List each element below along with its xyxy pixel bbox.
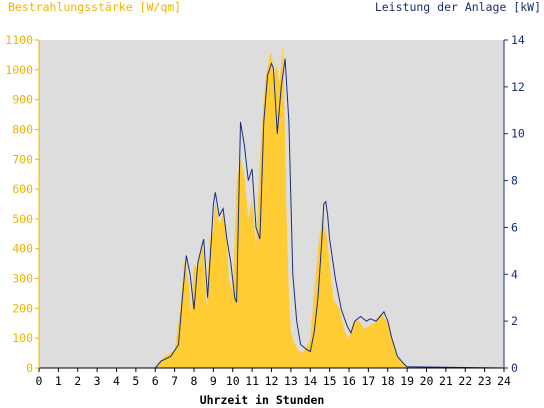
x-tick-label: 24 — [497, 374, 511, 388]
x-tick-label: 3 — [94, 374, 101, 388]
x-tick-label: 19 — [400, 374, 414, 388]
x-tick-label: 20 — [420, 374, 434, 388]
x-tick-label: 18 — [381, 374, 395, 388]
left-tick-label: 100 — [12, 331, 33, 345]
x-tick-labels: 0 1 2 3 4 5 6 7 8 9 10 11 12 13 14 15 16 17 18 19 20 21 22 23 24 — [36, 368, 511, 388]
x-tick-label: 23 — [478, 374, 492, 388]
left-tick-label: 800 — [12, 122, 33, 136]
left-tick-label: 1000 — [5, 63, 33, 77]
x-tick-label: 10 — [226, 374, 240, 388]
x-tick-label: 0 — [36, 374, 43, 388]
right-tick-label: 2 — [511, 314, 518, 328]
right-tick-label: 6 — [511, 220, 518, 234]
x-tick-label: 21 — [439, 374, 453, 388]
x-tick-label: 1 — [55, 374, 62, 388]
x-tick-label: 6 — [152, 374, 159, 388]
right-tick-label: 0 — [511, 361, 518, 375]
left-tick-label: 0 — [26, 361, 33, 375]
left-tick-label: 1100 — [5, 33, 33, 47]
right-tick-label: 12 — [511, 80, 525, 94]
x-tick-label: 11 — [245, 374, 259, 388]
x-axis-title: Uhrzeit in Stunden — [200, 393, 325, 407]
x-tick-label: 5 — [132, 374, 139, 388]
x-tick-label: 15 — [323, 374, 337, 388]
x-tick-label: 14 — [303, 374, 317, 388]
series-layer — [39, 43, 505, 369]
right-tick-label: 8 — [511, 174, 518, 188]
x-tick-label: 22 — [458, 374, 472, 388]
right-axis-title: Leistung der Anlage [kW] — [375, 0, 541, 14]
left-tick-label: 700 — [12, 152, 33, 166]
irradiance-area — [39, 43, 504, 368]
left-tick-label: 200 — [12, 301, 33, 315]
left-tick-label: 500 — [12, 212, 33, 226]
x-tick-label: 17 — [361, 374, 375, 388]
left-tick-label: 300 — [12, 272, 33, 286]
right-tick-label: 10 — [511, 127, 525, 141]
x-tick-label: 8 — [191, 374, 198, 388]
x-tick-label: 16 — [342, 374, 356, 388]
x-tick-label: 7 — [171, 374, 178, 388]
x-tick-label: 2 — [74, 374, 81, 388]
left-tick-label: 600 — [12, 182, 33, 196]
left-axis-title: Bestrahlungsstärke [W/qm] — [8, 0, 181, 14]
power-line — [39, 58, 505, 369]
right-tick-label: 4 — [511, 267, 518, 281]
left-tick-labels: 0 100 200 300 400 500 600 700 800 900 1000 1100 — [5, 33, 39, 375]
x-tick-label: 4 — [113, 374, 120, 388]
right-tick-labels: 0 2 4 6 8 10 12 14 — [504, 33, 525, 375]
x-tick-label: 9 — [210, 374, 217, 388]
left-tick-label: 900 — [12, 93, 33, 107]
x-tick-label: 13 — [284, 374, 298, 388]
left-tick-label: 400 — [12, 242, 33, 256]
x-tick-label: 12 — [265, 374, 279, 388]
right-tick-label: 14 — [511, 33, 525, 47]
